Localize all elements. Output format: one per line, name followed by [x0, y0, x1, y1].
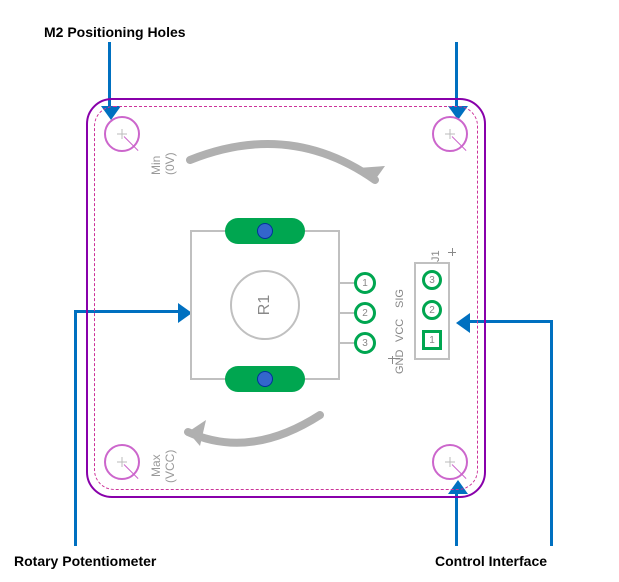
m2-holes-label: M2 Positioning Holes — [44, 24, 186, 40]
curved-arrow-top — [180, 130, 400, 210]
trace-2 — [340, 312, 354, 314]
j1-pin-3: 1 — [422, 330, 442, 350]
r1-pin-2: 2 — [354, 302, 376, 324]
vcc-label: VCC — [394, 319, 406, 342]
j1-label: J1 — [430, 250, 442, 262]
trace-1 — [340, 282, 354, 284]
trace-3 — [340, 342, 354, 344]
curved-arrow-bottom — [170, 400, 330, 470]
hole-bottom-right — [432, 444, 468, 480]
j1-pin-1: 3 — [422, 270, 442, 290]
hole-bottom-left — [104, 444, 140, 480]
cap-top-dot — [257, 223, 273, 239]
cap-bottom — [225, 366, 305, 392]
control-interface-label: Control Interface — [435, 553, 547, 569]
j1-pin1-marker-v — [452, 248, 453, 256]
cap-top — [225, 218, 305, 244]
hole-top-right — [432, 116, 468, 152]
hole-top-left — [104, 116, 140, 152]
r1-circle: R1 — [230, 270, 300, 340]
r1-pin-3: 3 — [354, 332, 376, 354]
gnd-label: GND — [394, 350, 406, 374]
arrow-rotary-v — [74, 310, 77, 546]
r1-body: R1 — [190, 230, 340, 380]
max-label: Max — [149, 454, 163, 477]
r1-pin-1: 1 — [354, 272, 376, 294]
cap-bottom-dot — [257, 371, 273, 387]
arrow-hole-br — [455, 492, 458, 546]
j1-pin-2: 2 — [422, 300, 442, 320]
gnd-tick — [388, 358, 400, 359]
rotary-pot-label: Rotary Potentiometer — [14, 553, 156, 569]
min-sub-label: (0V) — [163, 152, 177, 175]
sig-label: SIG — [394, 289, 406, 308]
min-label: Min — [149, 156, 163, 175]
r1-label: R1 — [256, 295, 274, 315]
arrow-ctrl-v — [550, 320, 553, 546]
gnd-tick2 — [392, 356, 393, 364]
